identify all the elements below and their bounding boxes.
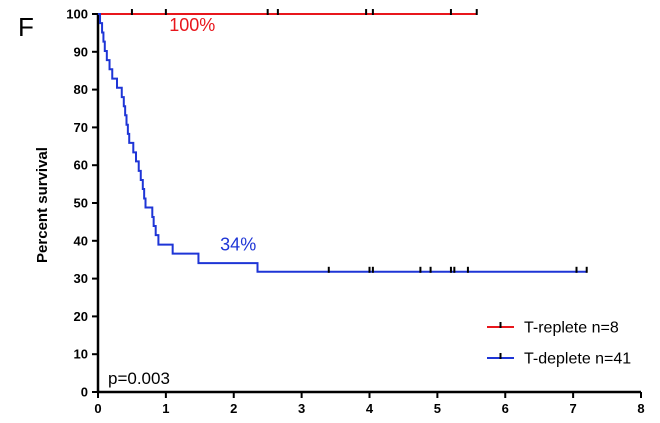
y-tick-label: 90	[74, 44, 88, 59]
p-value-label: p=0.003	[108, 369, 170, 388]
x-tick-label: 4	[366, 401, 374, 416]
y-axis-title: Percent survival	[34, 147, 51, 263]
y-tick-label: 50	[74, 196, 88, 211]
panel-label: F	[18, 12, 34, 42]
y-tick-label: 60	[74, 158, 88, 173]
x-tick-label: 7	[570, 401, 577, 416]
legend: T-replete n=8 T-deplete n=41	[487, 320, 631, 368]
series-lines	[98, 9, 588, 273]
y-tick-label: 20	[74, 309, 88, 324]
y-tick-label: 80	[74, 82, 88, 97]
series-line	[98, 13, 587, 273]
y-tick-label: 40	[74, 233, 88, 248]
x-tick-label: 3	[298, 401, 305, 416]
y-axis-ticks: 0 10 20 30 40 50 60 70 80 90 100	[66, 7, 98, 400]
legend-label: T-replete n=8	[524, 320, 619, 337]
series-annotation: 100%	[169, 15, 215, 35]
y-tick-label: 70	[74, 120, 88, 135]
x-tick-label: 1	[162, 401, 169, 416]
y-tick-label: 10	[74, 347, 88, 362]
y-tick-label: 100	[66, 7, 88, 22]
series-annotation: 34%	[220, 234, 256, 254]
annotations: 100% 34%	[169, 15, 256, 254]
x-tick-label: 6	[502, 401, 509, 416]
x-axis-ticks: 0 1 2 3 4 5 6 7 8	[94, 392, 645, 416]
x-tick-label: 2	[230, 401, 237, 416]
y-tick-label: 30	[74, 271, 88, 286]
x-tick-label: 0	[94, 401, 101, 416]
x-tick-label: 8	[637, 401, 644, 416]
x-tick-label: 5	[434, 401, 441, 416]
legend-label: T-deplete n=41	[524, 351, 631, 368]
y-tick-label: 0	[81, 385, 88, 400]
